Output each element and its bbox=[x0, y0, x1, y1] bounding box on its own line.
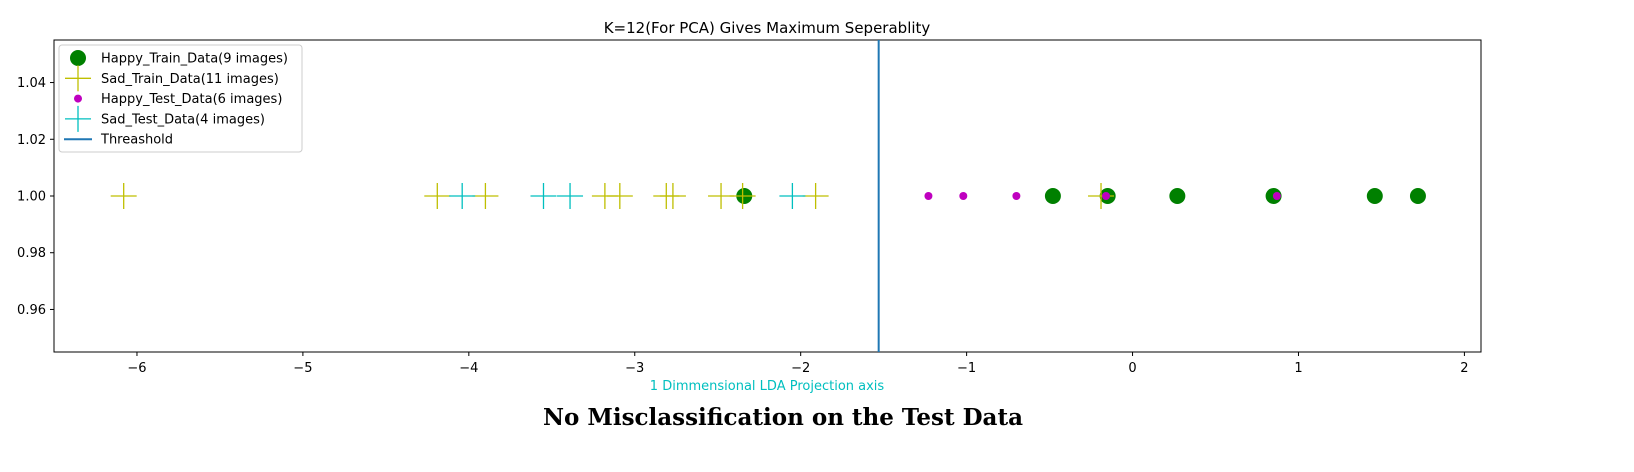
series-2 bbox=[924, 192, 1281, 200]
legend-marker bbox=[65, 65, 91, 92]
x-tick-label: −6 bbox=[127, 361, 146, 376]
y-tick-label: 0.98 bbox=[17, 246, 46, 261]
legend-box bbox=[58, 44, 303, 153]
legend-marker bbox=[65, 105, 91, 132]
data-point bbox=[1169, 188, 1186, 204]
data-point bbox=[1044, 188, 1061, 204]
x-tick-label: −5 bbox=[293, 361, 312, 376]
y-tick-label: 1.04 bbox=[17, 76, 46, 91]
data-point bbox=[1012, 192, 1021, 200]
data-point bbox=[110, 183, 137, 209]
data-point bbox=[1101, 192, 1110, 200]
data-point bbox=[1366, 188, 1383, 204]
legend: Happy_Train_Data(9 images) Sad_Train_Data… bbox=[58, 44, 303, 153]
figure-caption: No Misclassification on the Test Data bbox=[543, 404, 1023, 431]
data-point bbox=[606, 183, 633, 209]
chart-title: K=12(For PCA) Gives Maximum Seperablity bbox=[604, 19, 931, 37]
x-tick-label: −1 bbox=[957, 361, 976, 376]
y-axis: 0.96 0.98 1.00 1.02 1.04 bbox=[17, 76, 54, 318]
legend-label: Happy_Test_Data(6 images) bbox=[101, 92, 282, 107]
legend-label: Sad_Test_Data(4 images) bbox=[101, 112, 265, 127]
x-tick-label: −3 bbox=[625, 361, 644, 376]
x-axis-label: 1 Dimmensional LDA Projection axis bbox=[650, 379, 885, 394]
data-point bbox=[530, 183, 557, 209]
y-tick-label: 0.96 bbox=[17, 303, 46, 318]
series-3 bbox=[449, 183, 806, 209]
data-point bbox=[424, 183, 451, 209]
legend-marker bbox=[74, 94, 82, 103]
data-point bbox=[449, 183, 476, 209]
data-point bbox=[924, 192, 933, 200]
x-tick-label: 0 bbox=[1128, 361, 1136, 376]
x-tick-label: 1 bbox=[1294, 361, 1302, 376]
data-point bbox=[729, 183, 756, 209]
x-tick-label: −2 bbox=[791, 361, 810, 376]
data-point bbox=[659, 183, 686, 209]
data-point bbox=[472, 183, 499, 209]
x-axis: −6 −5 −4 −3 −2 −1 0 1 2 bbox=[127, 352, 1469, 376]
x-tick-label: 2 bbox=[1460, 361, 1468, 376]
data-marks bbox=[110, 183, 1426, 209]
data-point bbox=[779, 183, 806, 209]
data-point bbox=[959, 192, 968, 200]
data-point bbox=[557, 183, 584, 209]
data-point bbox=[1272, 192, 1281, 200]
y-tick-label: 1.02 bbox=[17, 133, 46, 148]
x-tick-label: −4 bbox=[459, 361, 478, 376]
legend-label: Happy_Train_Data(9 images) bbox=[101, 52, 288, 67]
data-point bbox=[802, 183, 829, 209]
legend-marker bbox=[70, 50, 86, 66]
legend-label: Threashold bbox=[100, 133, 173, 148]
legend-label: Sad_Train_Data(11 images) bbox=[101, 72, 279, 87]
y-tick-label: 1.00 bbox=[17, 190, 46, 205]
data-point bbox=[1409, 188, 1426, 204]
